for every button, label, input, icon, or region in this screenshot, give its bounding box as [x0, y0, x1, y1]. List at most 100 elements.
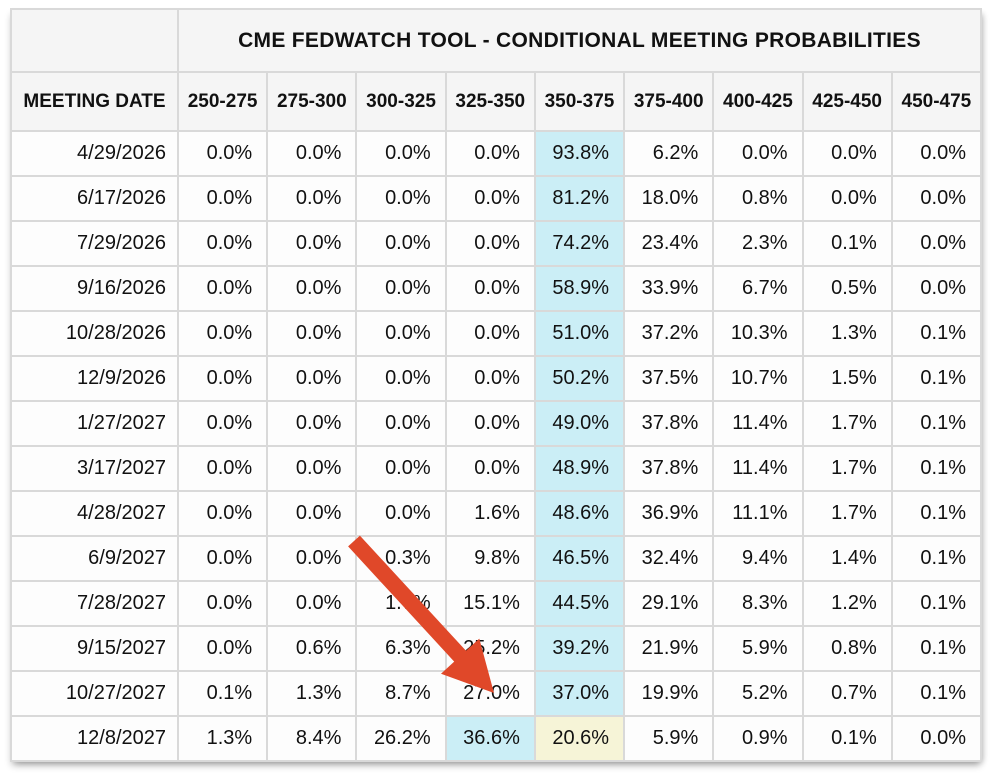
probability-cell: 0.0% [890, 715, 983, 762]
probability-cell: 8.3% [712, 580, 804, 627]
probability-cell: 81.2% [533, 175, 626, 222]
conditional-probabilities-table: CME FEDWATCH TOOL - CONDITIONAL MEETING … [10, 8, 983, 762]
meeting-date-cell: 10/28/2026 [10, 310, 179, 357]
rate-column-header: 250-275 [176, 71, 269, 132]
rate-column-header: 275-300 [266, 71, 358, 132]
probability-cell: 1.7% [355, 580, 447, 627]
probability-cell: 0.0% [801, 175, 893, 222]
probability-cell: 0.0% [355, 490, 447, 537]
probability-cell: 0.0% [355, 310, 447, 357]
probability-cell: 0.8% [712, 175, 804, 222]
probability-cell: 11.4% [712, 445, 804, 492]
probability-cell: 49.0% [533, 400, 626, 447]
probability-cell: 0.0% [176, 490, 269, 537]
table-row: 6/17/2026 0.0% 0.0% 0.0% 0.0% 81.2% 18.0% 0.8% 0… [10, 175, 983, 222]
table-row: 9/16/2026 0.0% 0.0% 0.0% 0.0% 58.9% 33.9% 6.7% 0… [10, 265, 983, 312]
probability-cell: 2.3% [712, 220, 804, 267]
probability-cell: 0.0% [266, 130, 358, 177]
probability-cell: 11.4% [712, 400, 804, 447]
probability-cell: 0.1% [890, 535, 983, 582]
probability-cell: 0.0% [444, 175, 536, 222]
meeting-date-cell: 4/28/2027 [10, 490, 179, 537]
probability-cell: 0.0% [176, 535, 269, 582]
table-row: 10/27/2027 0.1% 1.3% 8.7% 27.0% 37.0% 19.9% 5.2… [10, 670, 983, 717]
probability-cell: 20.6% [533, 715, 626, 762]
probabilities-table-card: CME FEDWATCH TOOL - CONDITIONAL MEETING … [10, 8, 983, 762]
probability-cell: 36.9% [623, 490, 715, 537]
probability-cell: 1.7% [801, 400, 893, 447]
probability-cell: 0.0% [355, 130, 447, 177]
probability-cell: 19.9% [623, 670, 715, 717]
rate-column-header: 450-475 [890, 71, 983, 132]
probability-cell: 0.7% [801, 670, 893, 717]
probability-cell: 0.0% [444, 265, 536, 312]
probability-cell: 10.7% [712, 355, 804, 402]
probability-cell: 0.0% [266, 310, 358, 357]
probability-cell: 33.9% [623, 265, 715, 312]
probability-cell: 0.9% [712, 715, 804, 762]
probability-cell: 0.0% [355, 445, 447, 492]
probability-cell: 0.0% [444, 310, 536, 357]
meeting-date-cell: 10/27/2027 [10, 670, 179, 717]
corner-cell [10, 8, 179, 73]
rate-column-header: 300-325 [355, 71, 447, 132]
meeting-date-cell: 12/9/2026 [10, 355, 179, 402]
probability-cell: 0.0% [176, 355, 269, 402]
probability-cell: 0.0% [444, 355, 536, 402]
probability-cell: 0.0% [355, 400, 447, 447]
probability-cell: 0.1% [176, 670, 269, 717]
table-title: CME FEDWATCH TOOL - CONDITIONAL MEETING … [177, 8, 982, 73]
probability-cell: 10.3% [712, 310, 804, 357]
probability-cell: 0.0% [266, 490, 358, 537]
probability-cell: 0.0% [266, 580, 358, 627]
probability-cell: 51.0% [533, 310, 626, 357]
probability-cell: 50.2% [533, 355, 626, 402]
probability-cell: 6.3% [355, 625, 447, 672]
table-row: 12/8/2027 1.3% 8.4% 26.2% 36.6% 20.6% 5.9% 0.9%… [10, 715, 983, 762]
probability-cell: 18.0% [623, 175, 715, 222]
probability-cell: 0.0% [712, 130, 804, 177]
probability-cell: 39.2% [533, 625, 626, 672]
probability-cell: 1.2% [801, 580, 893, 627]
table-row: 7/28/2027 0.0% 0.0% 1.7% 15.1% 44.5% 29.1% 8.3%… [10, 580, 983, 627]
probability-cell: 0.5% [801, 265, 893, 312]
probability-cell: 0.0% [444, 220, 536, 267]
probability-cell: 44.5% [533, 580, 626, 627]
probability-cell: 46.5% [533, 535, 626, 582]
probability-cell: 0.0% [444, 400, 536, 447]
probability-cell: 0.1% [890, 490, 983, 537]
probability-cell: 1.4% [801, 535, 893, 582]
probability-cell: 0.1% [890, 445, 983, 492]
probability-cell: 0.0% [176, 400, 269, 447]
probability-cell: 27.0% [444, 670, 536, 717]
probability-cell: 0.0% [801, 130, 893, 177]
probability-cell: 8.4% [266, 715, 358, 762]
probability-cell: 23.4% [623, 220, 715, 267]
meeting-date-column-header: MEETING DATE [10, 71, 179, 132]
probability-cell: 0.0% [355, 220, 447, 267]
probability-cell: 0.1% [890, 580, 983, 627]
probability-cell: 0.1% [890, 625, 983, 672]
probability-cell: 0.0% [176, 175, 269, 222]
table-row: 1/27/2027 0.0% 0.0% 0.0% 0.0% 49.0% 37.8% 11.4%… [10, 400, 983, 447]
meeting-date-cell: 6/17/2026 [10, 175, 179, 222]
probability-cell: 25.2% [444, 625, 536, 672]
probability-cell: 0.0% [176, 220, 269, 267]
probability-cell: 0.0% [266, 400, 358, 447]
probability-cell: 0.0% [176, 625, 269, 672]
probability-cell: 37.5% [623, 355, 715, 402]
probability-cell: 0.0% [266, 175, 358, 222]
probability-cell: 0.1% [801, 220, 893, 267]
probability-cell: 0.0% [266, 220, 358, 267]
probability-cell: 48.9% [533, 445, 626, 492]
probability-cell: 5.2% [712, 670, 804, 717]
probability-cell: 32.4% [623, 535, 715, 582]
probability-cell: 1.3% [801, 310, 893, 357]
probability-cell: 0.0% [355, 355, 447, 402]
probability-cell: 0.0% [890, 130, 983, 177]
probability-cell: 0.8% [801, 625, 893, 672]
probability-cell: 37.0% [533, 670, 626, 717]
probability-cell: 15.1% [444, 580, 536, 627]
rate-column-header: 400-425 [712, 71, 804, 132]
